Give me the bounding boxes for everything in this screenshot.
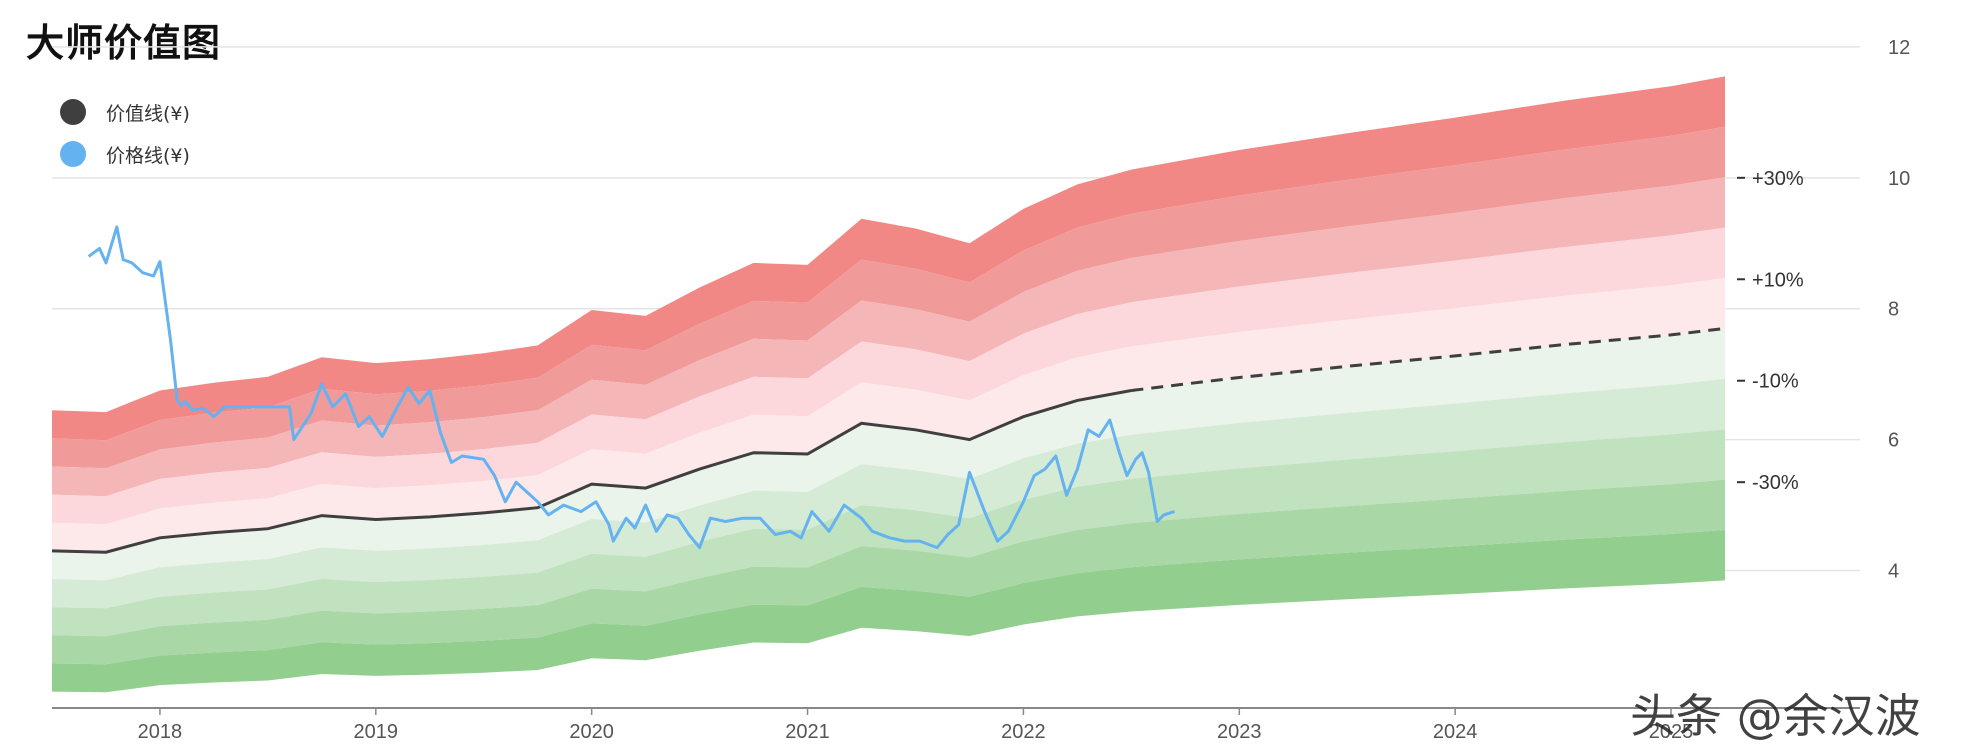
legend-price-dot-icon [60, 141, 86, 167]
x-tick-label-2022: 2022 [1001, 721, 1046, 743]
x-tick-label-2021: 2021 [785, 721, 830, 743]
x-tick-label-2023: 2023 [1217, 721, 1262, 743]
valuation-band-10 [52, 530, 1725, 693]
band-label-2: -10% [1752, 371, 1799, 393]
legend-value-dot-icon [60, 99, 86, 125]
x-tick-label-2020: 2020 [569, 721, 614, 743]
valuation-band-4 [52, 227, 1725, 525]
legend-item-price-line[interactable]: 价格线(¥) [60, 140, 190, 168]
series-lines [51, 225, 1726, 554]
y-tick-label-6: 6 [1888, 430, 1899, 452]
watermark: 头条 @余汉波 [1630, 689, 1921, 743]
y-tick-label-12: 12 [1888, 37, 1910, 59]
axes [52, 176, 1860, 715]
x-tick-label-2024: 2024 [1433, 721, 1478, 743]
valuation-band-8 [52, 429, 1725, 637]
legend: 价值线(¥) 价格线(¥) [60, 98, 190, 182]
legend-price-label: 价格线(¥) [106, 144, 190, 167]
value-line-projection [1131, 326, 1726, 392]
valuation-band-9 [52, 479, 1725, 665]
y-tick-label-4: 4 [1888, 561, 1899, 583]
valuation-band-2 [52, 126, 1725, 469]
value-line [51, 389, 1132, 554]
y-tick-label-10: 10 [1888, 168, 1910, 190]
valuation-band-1 [52, 76, 1725, 441]
x-tick-label-2025: 2025 [1649, 721, 1694, 743]
price-line [87, 225, 1175, 550]
band-label-3: -30% [1752, 472, 1799, 494]
band-label-0: +30% [1752, 168, 1804, 190]
x-tick-label-2019: 2019 [354, 721, 399, 743]
legend-value-label: 价值线(¥) [106, 102, 190, 125]
valuation-band-5 [52, 278, 1725, 553]
page-title: 大师价值图 [26, 21, 222, 65]
legend-item-value-line[interactable]: 价值线(¥) [60, 98, 190, 126]
y-tick-label-8: 8 [1888, 299, 1899, 321]
valuation-band-6 [52, 328, 1725, 581]
valuation-band-3 [52, 177, 1725, 497]
valuation-band-7 [52, 378, 1725, 609]
x-tick-label-2018: 2018 [138, 721, 183, 743]
band-label-1: +10% [1752, 269, 1804, 291]
axis-labels: 4 6 8 10 12 2018 2019 2020 2021 2022 2023 2024 2025 +… [138, 37, 1911, 743]
valuation-bands [52, 76, 1725, 693]
